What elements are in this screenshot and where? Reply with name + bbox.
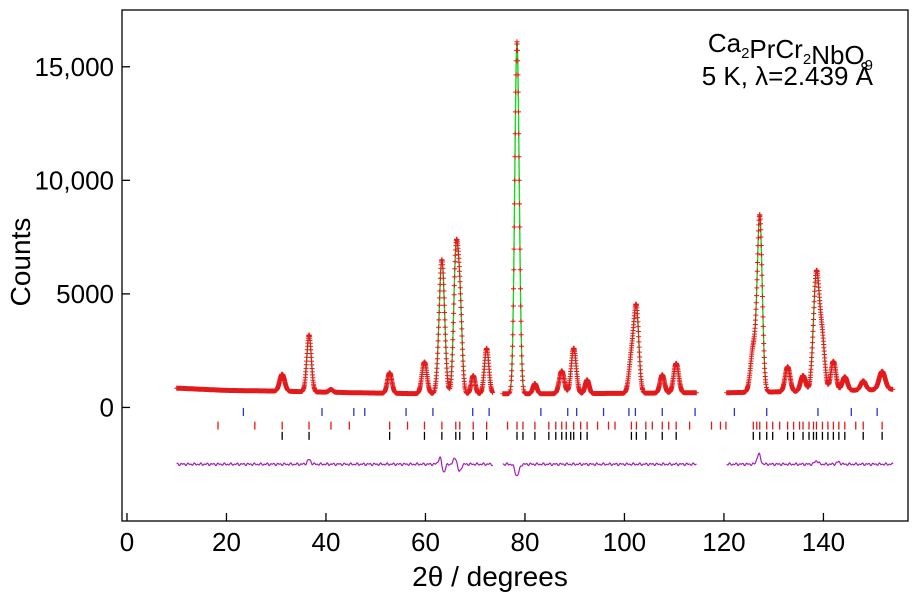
calculated-curve-layer — [176, 41, 894, 395]
phase-red-ticks — [217, 421, 883, 430]
plot-frame — [121, 9, 909, 522]
x-tick-label: 60 — [411, 527, 440, 557]
difference-curve — [502, 462, 697, 477]
difference-curve — [726, 452, 894, 467]
difference-curve-layer — [176, 452, 894, 477]
y-tick-label: 0 — [100, 392, 114, 422]
x-tick-label: 0 — [120, 527, 134, 557]
x-tick-label: 80 — [510, 527, 539, 557]
observed-points — [174, 39, 896, 397]
phase-blue-ticks — [242, 407, 878, 416]
difference-curve — [176, 456, 494, 473]
calculated-curve — [176, 238, 494, 395]
compound-annotation: Ca2PrCr2NbO9 — [708, 28, 873, 74]
y-axis-label: Counts — [5, 218, 36, 307]
y-tick-label: 10,000 — [34, 165, 114, 195]
calculated-curve — [502, 41, 697, 395]
observed-points-layer — [174, 39, 896, 397]
phase-black-ticks — [281, 431, 883, 440]
reflection-ticks-layer — [217, 407, 883, 440]
x-tick-label: 40 — [312, 527, 341, 557]
y-tick-label: 15,000 — [34, 52, 114, 82]
x-tick-label: 140 — [802, 527, 845, 557]
x-axis-label: 2θ / degrees — [412, 561, 568, 592]
x-tick-label: 20 — [212, 527, 241, 557]
conditions-annotation: 5 K, λ=2.439 Å — [702, 61, 874, 91]
x-tick-label: 100 — [603, 527, 646, 557]
axes-layer: 0 20 40 60 80 100 120 140 0 5000 10,000 15,000 — [34, 52, 845, 557]
y-tick-label: 5000 — [56, 279, 114, 309]
x-tick-label: 120 — [702, 527, 745, 557]
